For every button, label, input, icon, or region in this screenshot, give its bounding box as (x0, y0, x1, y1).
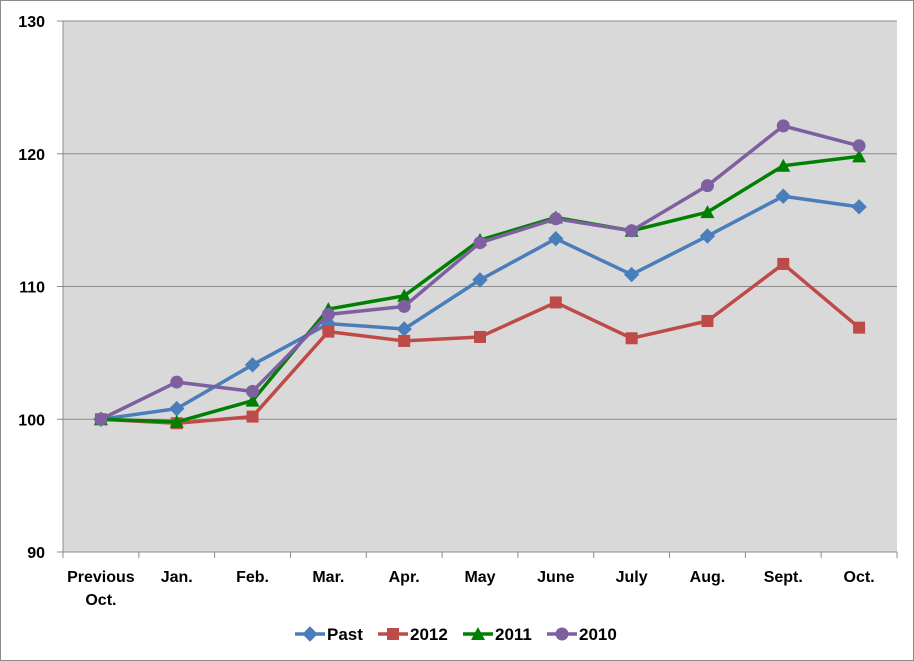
data-point-past (623, 266, 640, 283)
x-tick-label: June (537, 569, 574, 586)
data-point-2010 (170, 375, 184, 389)
legend-item-past: Past (295, 625, 363, 644)
data-point-past (699, 228, 716, 244)
data-point-2012 (398, 334, 411, 347)
data-point-2012 (474, 330, 486, 343)
data-point-2011 (852, 149, 867, 163)
data-point-past (244, 357, 261, 373)
data-point-2010 (321, 307, 335, 321)
data-point-2011 (776, 158, 791, 172)
x-tick-label-line: June (537, 569, 574, 586)
data-point-2010 (625, 224, 639, 238)
data-point-2010 (397, 299, 411, 313)
data-point-2011 (245, 393, 260, 407)
y-tick-label: 120 (18, 147, 45, 164)
legend-label: 2012 (410, 625, 448, 644)
legend-label: 2010 (579, 625, 617, 644)
x-tick-label-line: Sept. (764, 569, 803, 586)
data-point-2010 (776, 119, 790, 133)
data-point-past (472, 272, 488, 288)
x-tick-label: Apr. (389, 569, 420, 586)
x-tick-label-line: Apr. (389, 569, 420, 586)
data-point-2010 (549, 212, 563, 226)
x-tick-label: July (616, 569, 648, 586)
x-tick-label-line: Previous (67, 569, 135, 586)
x-tick-label: Jan. (161, 569, 193, 586)
x-tick-label: May (464, 569, 495, 586)
legend-marker-diamond (302, 626, 318, 642)
y-tick-label: 100 (18, 412, 45, 429)
legend: Past 2012 2011 2010 (295, 625, 617, 644)
x-tick-label: Previous Oct. (67, 569, 135, 609)
data-point-2012 (246, 410, 259, 423)
legend-marker-square (387, 628, 399, 640)
legend-marker-circle (555, 627, 569, 641)
data-point-2012 (322, 325, 335, 338)
legend-item-2012: 2012 (378, 625, 448, 644)
legend-item-2011: 2011 (463, 625, 532, 644)
data-point-past (548, 231, 564, 247)
y-tick-label: 110 (19, 280, 45, 297)
x-tick-label: Feb. (236, 569, 269, 586)
x-tick-label: Aug. (690, 569, 726, 586)
x-tick-label-line: Oct. (844, 569, 875, 586)
data-point-2011 (700, 205, 715, 219)
data-point-2010 (852, 139, 866, 153)
y-tick-label: 130 (18, 14, 45, 31)
series-group (93, 119, 867, 430)
data-point-2012 (853, 321, 866, 334)
y-tick-label: 90 (27, 545, 45, 562)
data-point-2012 (549, 296, 562, 309)
data-point-2010 (246, 384, 260, 398)
x-tick-label-line: Feb. (236, 569, 269, 586)
legend-marker-triangle (471, 627, 485, 640)
data-point-2010 (94, 412, 108, 426)
x-tick-label: Oct. (844, 569, 875, 586)
x-tick-label-line: May (464, 569, 495, 586)
legend-label: Past (327, 625, 363, 644)
x-tick-label-line: July (616, 569, 648, 586)
data-point-2011 (397, 288, 412, 302)
data-point-2012 (701, 315, 714, 328)
x-tick-label: Mar. (312, 569, 344, 586)
x-tick-label-line: Aug. (690, 569, 726, 586)
data-point-2012 (625, 332, 638, 345)
data-point-2010 (700, 179, 714, 193)
data-point-past (851, 199, 867, 215)
series-2010 (94, 119, 866, 426)
x-tick-label: Sept. (764, 569, 803, 586)
data-point-2010 (473, 236, 487, 250)
x-tick-label-line: Mar. (312, 569, 344, 586)
data-point-2012 (777, 257, 790, 270)
legend-label: 2011 (495, 625, 532, 644)
x-tick-label-line: Oct. (85, 592, 116, 609)
legend-item-2010: 2010 (547, 625, 617, 644)
x-tick-label-line: Jan. (161, 569, 193, 586)
data-point-past (775, 188, 791, 204)
axes-group: 90 100 110 120 130 Previous Oct. Jan. Feb. Mar. Ap… (18, 14, 898, 609)
data-point-2011 (169, 414, 184, 428)
